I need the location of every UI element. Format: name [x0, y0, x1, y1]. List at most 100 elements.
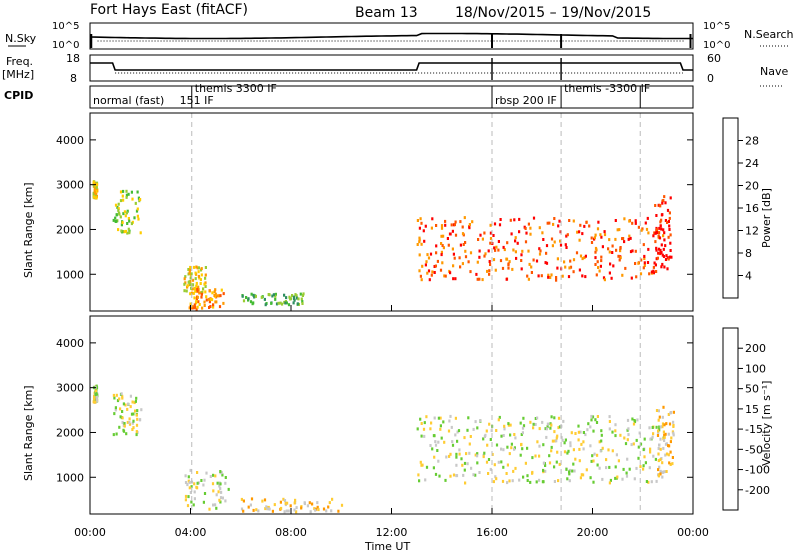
velocity-panel: 1000 2000 3000 4000 Slant Range [km] [22, 315, 694, 515]
range-gate-cell [501, 479, 505, 483]
range-gate-cell [123, 422, 126, 425]
range-gate-cell [477, 238, 480, 241]
range-gate-cell [250, 497, 254, 501]
range-gate-cell [118, 397, 121, 401]
range-gate-cell [670, 436, 673, 440]
range-gate-cell [503, 424, 506, 428]
range-gate-cell [491, 453, 494, 456]
range-gate-cell [527, 249, 530, 253]
range-gate-cell [666, 208, 670, 212]
range-gate-cell [274, 294, 277, 298]
range-gate-cell [435, 244, 438, 248]
range-gate-cell [514, 466, 517, 470]
range-gate-cell [550, 415, 553, 419]
range-gate-cell [444, 478, 447, 482]
range-gate-cell [663, 195, 666, 199]
range-gate-cell [126, 231, 129, 235]
range-gate-cell [462, 473, 465, 477]
range-gate-cell [115, 393, 118, 397]
range-gate-cell [567, 449, 570, 453]
range-gate-cell [551, 439, 554, 443]
range-gate-cell [112, 393, 115, 397]
range-gate-cell [419, 274, 422, 278]
range-gate-cell [316, 505, 319, 509]
range-gate-cell [420, 463, 423, 467]
range-gate-cell [293, 501, 296, 505]
range-gate-cell [514, 236, 517, 240]
velocity-colorbar: -200 -100 -50 -15 15 50 100 200 [722, 327, 770, 511]
range-gate-cell [602, 276, 606, 280]
y-tick-label: 2000 [56, 426, 84, 439]
range-gate-cell [569, 441, 572, 445]
range-gate-cell [272, 293, 275, 297]
range-gate-cell [657, 251, 660, 255]
range-gate-cell [265, 505, 268, 509]
range-gate-cell [129, 405, 132, 409]
range-gate-cell [288, 295, 291, 299]
range-gate-cell [502, 245, 505, 249]
range-gate-cell [271, 509, 274, 513]
range-gate-cell [555, 276, 558, 279]
range-gate-cell [419, 460, 422, 464]
range-gate-cell [580, 442, 583, 446]
range-gate-cell [200, 292, 203, 296]
y-tick-label: 4000 [56, 337, 84, 350]
range-gate-cell [546, 422, 549, 426]
range-gate-cell [417, 473, 420, 477]
range-gate-cell [455, 463, 458, 467]
range-gate-cell [461, 232, 465, 236]
range-gate-cell [609, 262, 612, 266]
range-gate-cell [593, 236, 596, 240]
range-gate-cell [257, 509, 260, 513]
range-gate-cell [204, 285, 207, 288]
colorbar-tick-label: 24 [745, 157, 759, 170]
range-gate-cell [449, 271, 452, 275]
range-gate-cell [661, 422, 665, 426]
range-gate-cell [183, 282, 186, 286]
range-gate-cell [553, 465, 556, 469]
range-gate-cell [434, 443, 438, 447]
range-gate-cell [592, 429, 595, 433]
range-gate-cell [197, 300, 200, 304]
range-gate-cell [95, 190, 98, 193]
range-gate-cell [632, 422, 636, 426]
range-gate-cell [218, 498, 221, 502]
range-gate-cell [642, 448, 645, 452]
range-gate-cell [431, 447, 434, 451]
range-gate-cell [514, 239, 517, 243]
range-gate-cell [608, 238, 611, 242]
range-gate-cell [196, 266, 199, 270]
range-gate-cell [566, 451, 569, 455]
range-gate-cell [114, 406, 117, 410]
range-gate-cell [450, 223, 453, 227]
range-gate-cell [120, 392, 123, 396]
range-gate-cell [419, 217, 422, 221]
range-gate-cell [94, 186, 97, 190]
range-gate-cell [542, 443, 545, 447]
range-gate-cell [495, 443, 499, 447]
range-gate-cell [123, 210, 126, 214]
range-gate-cell [659, 220, 662, 224]
range-gate-cell [302, 292, 305, 296]
range-gate-cell [204, 290, 207, 294]
range-gate-cell [441, 244, 444, 247]
range-gate-cell [611, 449, 614, 453]
range-gate-cell [215, 493, 218, 497]
range-gate-cell [420, 422, 423, 425]
range-gate-cell [439, 427, 442, 431]
range-gate-cell [591, 415, 595, 419]
range-gate-cell [212, 503, 215, 507]
range-gate-cell [454, 416, 457, 420]
range-gate-cell [509, 433, 512, 437]
range-gate-cell [197, 266, 200, 270]
range-gate-cell [197, 481, 200, 485]
range-gate-cell [652, 269, 655, 273]
range-gate-cell [649, 437, 652, 441]
range-gate-cell [252, 293, 255, 297]
range-gate-cell [516, 241, 519, 245]
range-gate-cell [526, 474, 529, 478]
range-gate-cell [113, 396, 116, 400]
range-gate-cell [547, 275, 550, 279]
range-gate-cell [597, 266, 600, 269]
